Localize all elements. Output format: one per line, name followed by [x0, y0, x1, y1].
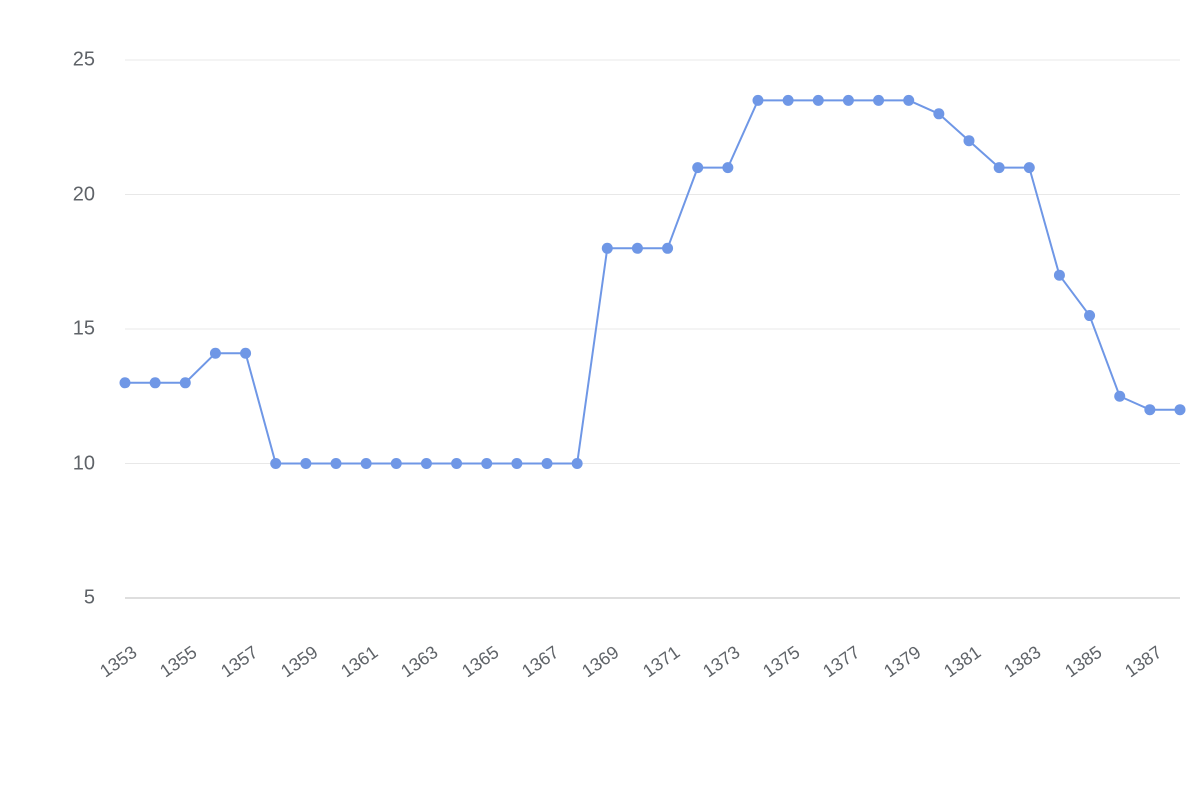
line-chart: 5101520251353135513571359136113631365136… — [0, 0, 1200, 800]
y-tick-label: 25 — [73, 49, 95, 72]
y-tick-label: 15 — [73, 318, 95, 341]
y-tick-label: 5 — [84, 587, 95, 610]
y-tick-label: 10 — [73, 452, 95, 475]
chart-svg — [0, 0, 1200, 800]
y-tick-label: 20 — [73, 183, 95, 206]
